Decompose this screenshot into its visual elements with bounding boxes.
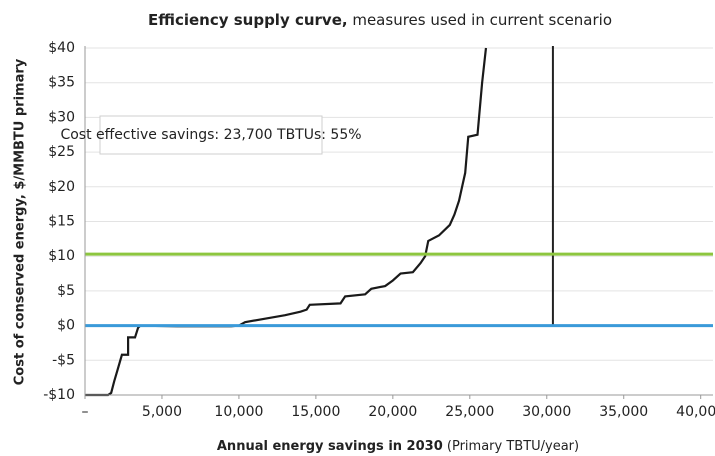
x-tick-label: 15,000 [291, 404, 340, 420]
x-label-units: (Primary TBTU/year) [447, 439, 579, 454]
y-tick-label: $10 [48, 248, 75, 264]
x-tick-label: 5,000 [142, 404, 182, 420]
y-tick-label: $5 [57, 283, 75, 299]
subtitle: measures used in current scenario [352, 11, 612, 29]
y-tick-label: $35 [48, 75, 75, 91]
annotation: Cost effective savings: 23,700 TBTUs: 55… [60, 127, 361, 143]
y-tick-label: $15 [48, 214, 75, 230]
supply-curve [85, 47, 488, 397]
x-tick-label: 10,000 [214, 404, 263, 420]
y-tick-label: -$5 [52, 352, 75, 368]
x-tick-label: 30,000 [522, 404, 571, 420]
grid [85, 47, 713, 396]
x-label: Annual energy savings in 2030 [217, 439, 443, 454]
y-tick-label: -$10 [43, 387, 75, 403]
y-tick-label: $30 [48, 109, 75, 125]
x-tick-label: 35,000 [599, 404, 648, 420]
y-tick-label: $25 [48, 144, 75, 160]
title: Efficiency supply curve, [148, 11, 348, 29]
x-tick-label: – [82, 404, 89, 420]
y-tick-label: $0 [57, 318, 75, 334]
plot-area [85, 46, 713, 397]
axes: -$10 -$5 $0 $5 $10 $15 $20 $25 $30 $35 $40 – 5,000 10… [43, 40, 715, 420]
y-tick-label: $40 [48, 40, 75, 56]
y-axis-title: Cost of conserved energy, $/MMBTU primar… [13, 58, 28, 385]
annotation-box [99, 115, 323, 155]
x-tick-label: 20,000 [368, 404, 417, 420]
chart-title: Efficiency supply curve, measures used i… [148, 11, 612, 29]
y-tick-label: $20 [48, 179, 75, 195]
x-tick-label: 25,000 [445, 404, 494, 420]
x-tick-label: 40,000 [676, 404, 715, 420]
x-axis-title: Annual energy savings in 2030 (Primary T… [217, 439, 579, 454]
